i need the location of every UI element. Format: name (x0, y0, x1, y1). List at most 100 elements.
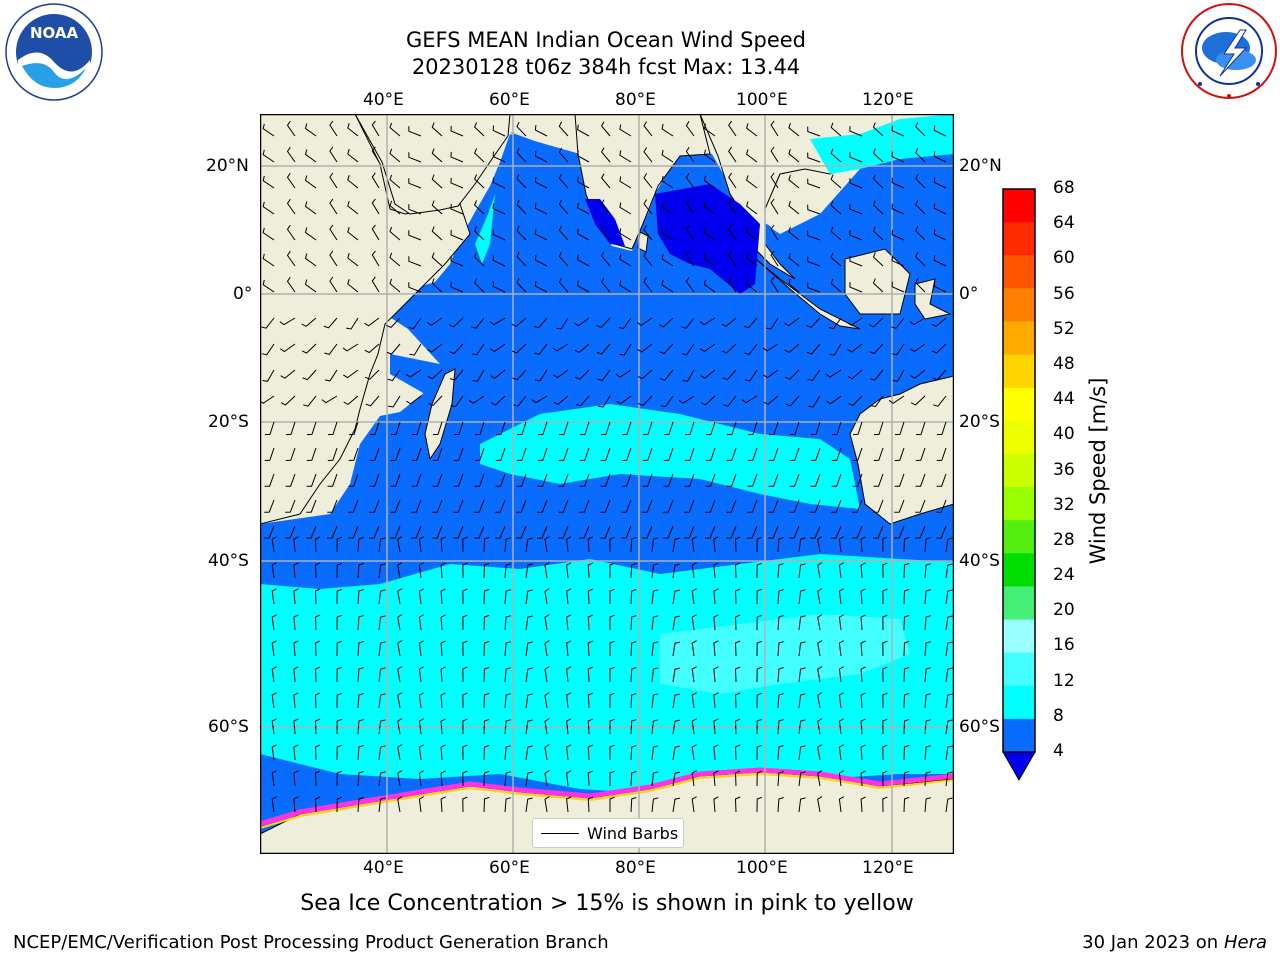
wind-barb (293, 718, 299, 735)
wind-barb (663, 525, 674, 539)
wind-barb (945, 641, 953, 657)
wind-barb (691, 614, 697, 631)
wind-barb (798, 797, 806, 813)
wind-barb (587, 692, 594, 709)
wind-barb (440, 718, 446, 735)
wind-barb (598, 395, 611, 408)
wind-barb (615, 369, 632, 378)
wind-barb (713, 562, 719, 579)
wind-barb (579, 447, 590, 461)
wind-barb (525, 745, 533, 761)
wind-barb (849, 282, 863, 293)
wind-barb (587, 588, 594, 605)
wind-barb (347, 175, 359, 189)
wind-barb (915, 499, 926, 513)
wind-barb (734, 692, 741, 709)
wind-barb (293, 770, 299, 787)
wind-barb (408, 317, 422, 330)
wind-barb (894, 473, 905, 487)
wind-barb (386, 343, 401, 355)
wind-barb (537, 447, 548, 461)
wind-barb (699, 343, 716, 353)
wind-barb (279, 343, 296, 353)
noaa-logo: NOAA (5, 3, 103, 101)
wind-barb (440, 640, 446, 657)
wind-barb (285, 499, 296, 513)
wind-barb (643, 251, 653, 267)
wind-barb (474, 252, 485, 267)
wind-barb (643, 173, 653, 189)
wind-barb (807, 126, 821, 137)
wind-barb (293, 588, 299, 605)
wind-barb (621, 473, 632, 487)
wind-barb (558, 525, 569, 539)
wind-barb (777, 719, 784, 735)
wind-barb (566, 796, 572, 813)
wind-barb (431, 174, 443, 189)
wind-barb (798, 745, 806, 761)
wind-barb (262, 123, 275, 137)
wind-barb (371, 146, 380, 163)
wind-barb (860, 744, 866, 761)
wind-barb (860, 770, 866, 787)
wind-barb (703, 201, 716, 215)
wind-barb (868, 317, 884, 328)
wind-barb (397, 770, 403, 787)
lat-tick-right-20s: 20°S (959, 412, 1000, 432)
colorbar-frame (1002, 188, 1036, 753)
wind-barb (293, 640, 299, 657)
wind-barb (587, 536, 594, 553)
colorbar-segment (1003, 553, 1035, 587)
wind-barb (728, 146, 737, 163)
wind-barb (770, 146, 779, 163)
wind-barb (450, 125, 464, 137)
wind-barb (660, 395, 674, 408)
wind-barb (746, 227, 758, 241)
wind-barb (440, 536, 446, 553)
wind-barb (321, 395, 338, 404)
wind-barb (504, 693, 512, 709)
wind-barb (462, 640, 468, 657)
wind-barb (838, 666, 845, 683)
wind-barb (558, 121, 569, 137)
wind-barb (770, 250, 779, 267)
wind-barb (860, 588, 866, 605)
wind-barb (306, 473, 317, 487)
wind-barb (838, 770, 845, 787)
wind-barb (933, 395, 947, 407)
wind-barb (285, 525, 296, 539)
wind-barb (684, 499, 695, 513)
wind-barb (789, 421, 800, 436)
wind-barb (817, 588, 823, 605)
wind-barb (672, 693, 681, 709)
wind-barb (474, 278, 485, 293)
wind-barb (378, 693, 386, 709)
wind-barb (713, 770, 719, 787)
wind-barb (432, 473, 443, 487)
wind-barb (945, 667, 953, 683)
wind-barb (323, 317, 338, 329)
wind-barb (945, 563, 953, 579)
wind-barb (378, 589, 386, 605)
colorbar-tick-label: 36 (1053, 459, 1075, 480)
wind-barb (431, 148, 443, 163)
wind-barb (449, 369, 464, 381)
wind-barb (566, 770, 572, 787)
wind-barb (743, 317, 758, 329)
wind-barb (691, 770, 697, 787)
wind-barb (495, 525, 506, 539)
wind-barb (262, 201, 275, 215)
wind-barb (643, 277, 653, 293)
wind-barb (788, 252, 800, 267)
wind-barb (600, 173, 611, 189)
wind-barb (672, 797, 681, 813)
wind-barb (933, 125, 947, 137)
wind-barb (397, 744, 403, 761)
wind-barb (574, 317, 590, 327)
wind-barb (825, 369, 842, 378)
wind-barb (903, 666, 910, 683)
wind-barb (504, 667, 512, 683)
wind-barb (798, 589, 806, 605)
wind-barb (492, 151, 506, 163)
wind-barb (777, 615, 784, 631)
